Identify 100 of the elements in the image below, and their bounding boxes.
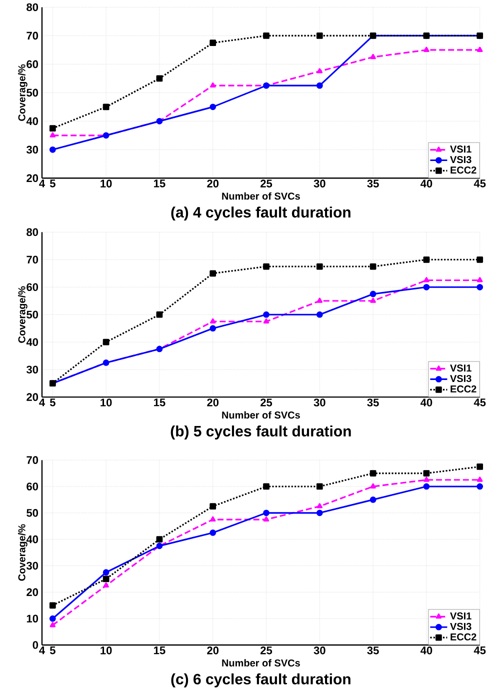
point	[423, 277, 430, 282]
point	[476, 483, 483, 490]
point	[49, 146, 56, 153]
y-tick-label: 20	[26, 393, 38, 401]
point	[102, 569, 110, 576]
y-axis-title: Coverage/%	[18, 64, 28, 121]
x-tick-label: 30	[314, 180, 326, 188]
point	[316, 483, 323, 490]
point	[370, 54, 376, 60]
x-tick-label: 4	[38, 398, 45, 406]
point	[210, 104, 216, 110]
y-tick-label: 80	[26, 228, 38, 236]
point	[50, 132, 56, 138]
y-tick-label: 30	[26, 562, 38, 570]
point	[370, 263, 376, 270]
point	[423, 476, 430, 482]
y-tick-label: 60	[26, 482, 38, 490]
x-tick-label: 25	[260, 398, 272, 406]
y-tick-label: 10	[26, 614, 38, 622]
point	[262, 510, 270, 516]
x-tick-label: 35	[367, 646, 379, 654]
point	[102, 576, 110, 582]
point	[476, 277, 483, 282]
x-tick-label: 30	[314, 398, 326, 406]
x-tick-label: 25	[260, 180, 272, 188]
x-tick-label: 40	[420, 398, 432, 406]
x-tick-label: 10	[100, 180, 112, 188]
y-axis-title: Coverage/%	[18, 524, 28, 581]
legend-label: VSI1	[450, 612, 472, 620]
legend-label: ECC2	[450, 166, 476, 174]
legend-label: VSI3	[450, 622, 472, 630]
point	[370, 470, 376, 476]
point	[370, 496, 376, 503]
y-tick-label: 40	[26, 117, 38, 126]
x-tick-label: 30	[314, 646, 326, 654]
text: (b) 5 cycles fault duration	[170, 426, 351, 440]
point	[49, 125, 56, 132]
point	[316, 82, 323, 89]
point	[370, 290, 376, 298]
legend-label: VSI3	[450, 156, 472, 164]
x-tick-label: 20	[206, 180, 218, 188]
y-tick-label: 50	[26, 88, 38, 97]
x-tick-label: 20	[206, 646, 218, 654]
y-tick-label: 20	[26, 588, 38, 596]
x-tick-label: 20	[206, 398, 218, 406]
point	[262, 263, 270, 270]
x-tick-label: 25	[260, 646, 272, 654]
point	[210, 318, 216, 324]
point	[210, 82, 216, 88]
y-tick-label: 40	[26, 338, 38, 346]
point	[262, 483, 270, 490]
x-axis-title: Number of SVCs	[222, 411, 300, 419]
x-tick-label: 5	[50, 398, 56, 406]
y-tick-label: 60	[26, 60, 38, 68]
point	[263, 516, 269, 522]
point	[102, 104, 110, 110]
point	[423, 46, 430, 52]
point	[210, 503, 216, 510]
x-tick-label: 5	[50, 180, 56, 188]
point	[316, 32, 323, 39]
x-tick-label: 15	[154, 398, 166, 406]
x-tick-label: 15	[154, 646, 166, 654]
point	[316, 503, 322, 508]
point	[476, 476, 483, 482]
y-tick-label: 0	[32, 641, 38, 649]
x-tick-label: 45	[474, 398, 486, 406]
legend-label: ECC2	[450, 385, 476, 392]
y-tick-label: 80	[26, 3, 38, 12]
legend-label: VSI1	[450, 146, 472, 153]
point	[370, 483, 376, 488]
point	[156, 75, 163, 82]
point	[423, 256, 430, 263]
point	[210, 40, 216, 46]
y-tick-label: 70	[26, 256, 38, 264]
point	[423, 470, 430, 476]
x-tick-label: 35	[367, 398, 379, 406]
legend-label: VSI3	[450, 374, 472, 382]
x-tick-label: 40	[420, 180, 432, 188]
y-tick-label: 30	[26, 146, 38, 154]
legend-label: VSI1	[450, 364, 472, 372]
y-tick-label: 30	[26, 366, 38, 374]
point	[476, 284, 483, 290]
point	[476, 46, 483, 52]
point	[102, 338, 110, 346]
point	[262, 311, 270, 318]
legend-label: ECC2	[450, 633, 476, 640]
point	[476, 256, 483, 263]
point	[370, 298, 376, 303]
point	[156, 311, 163, 318]
x-axis-title: Number of SVCs	[222, 192, 300, 200]
x-tick-label: 45	[474, 646, 486, 654]
x-tick-label: 40	[420, 646, 432, 654]
point	[316, 311, 323, 318]
y-axis-title: Coverage/%	[18, 286, 28, 343]
point	[316, 263, 323, 270]
x-tick-label: 10	[100, 646, 112, 654]
point	[476, 463, 483, 470]
y-tick-label: 70	[26, 32, 38, 40]
x-tick-label: 15	[154, 180, 166, 188]
x-tick-label: 5	[50, 646, 56, 654]
